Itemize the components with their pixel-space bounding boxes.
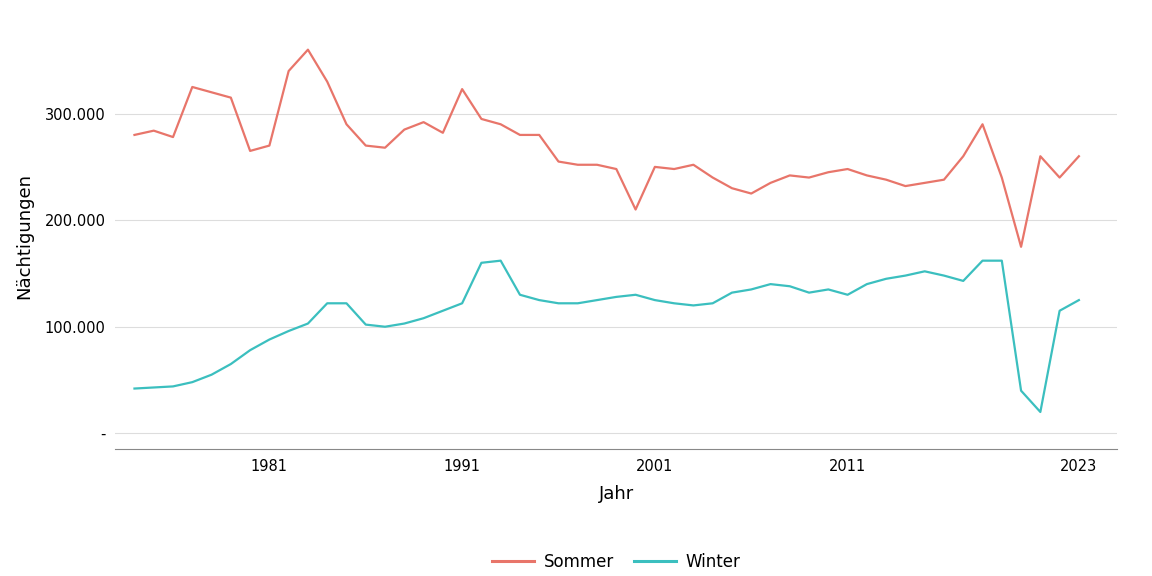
Legend: Sommer, Winter: Sommer, Winter	[485, 546, 748, 576]
X-axis label: Jahr: Jahr	[599, 485, 634, 503]
Y-axis label: Nächtigungen: Nächtigungen	[15, 173, 33, 299]
